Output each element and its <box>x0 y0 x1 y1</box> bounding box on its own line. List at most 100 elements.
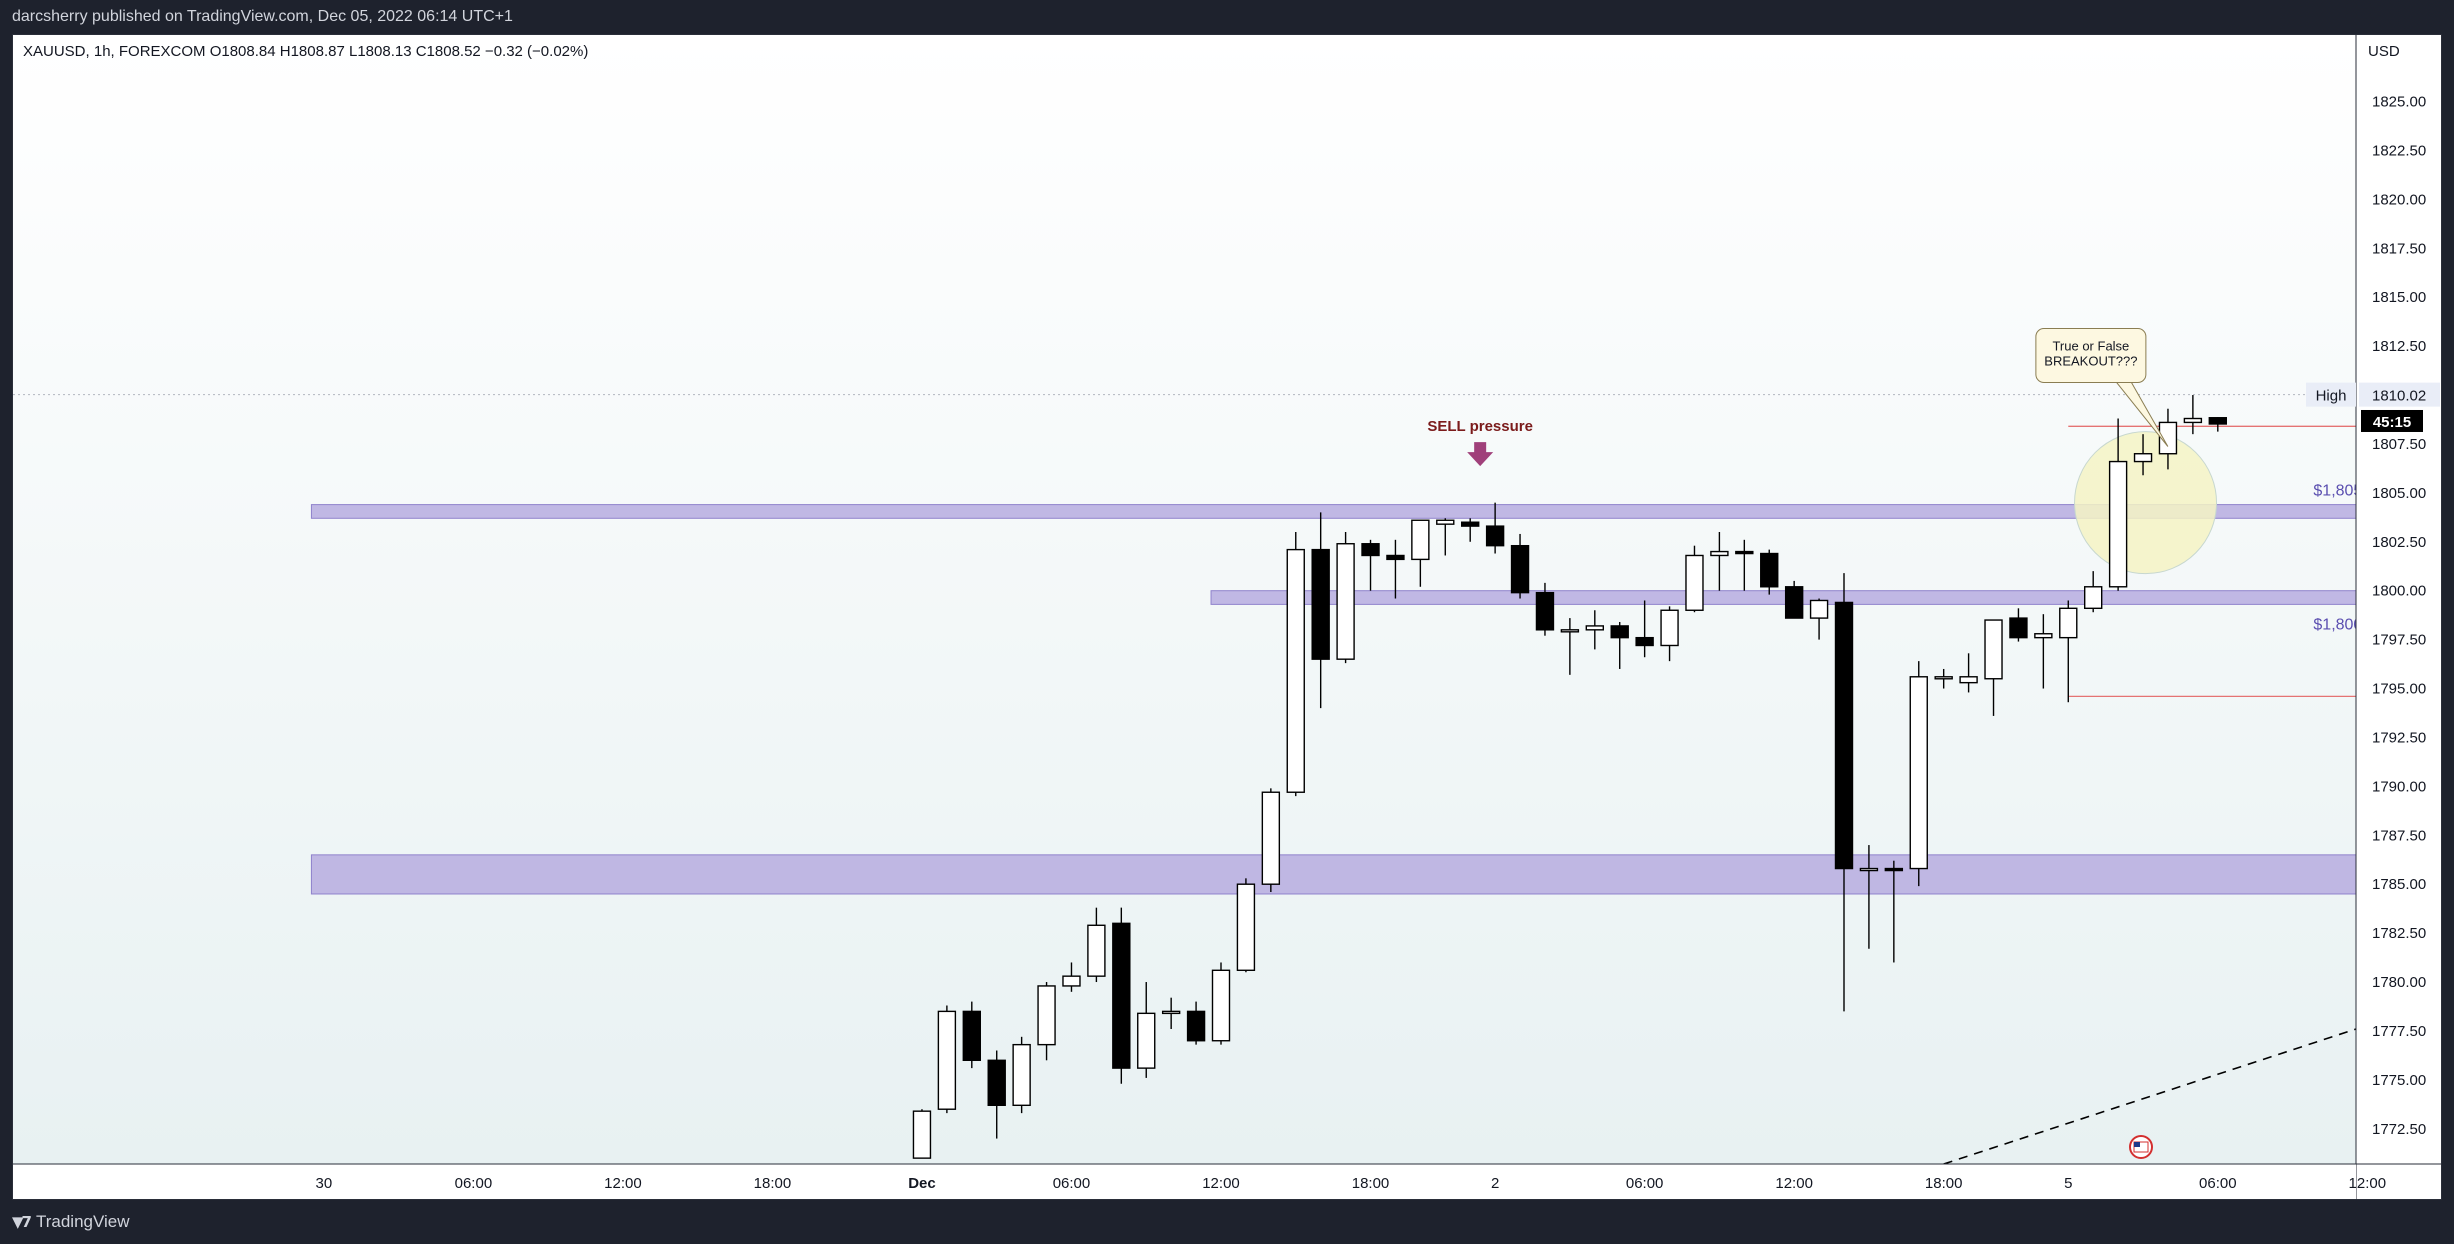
candle-body-bullish <box>1336 543 1355 660</box>
trend-line-dashed <box>1943 1000 2441 1165</box>
tradingview-logo-icon: ▼7 <box>12 1213 32 1231</box>
time-axis-tick: 12:00 <box>1775 1175 1813 1192</box>
price-axis-tick: 1800.00 <box>2372 583 2426 600</box>
candle-body-bullish <box>1161 1010 1181 1015</box>
time-axis-tick: 18:00 <box>1925 1175 1963 1192</box>
candle-body-bullish <box>1037 985 1056 1046</box>
candle-body-bearish <box>2009 617 2028 639</box>
candle-body-bullish <box>912 1110 932 1159</box>
time-axis-tick: 06:00 <box>455 1175 493 1192</box>
candle-body-bearish <box>1112 922 1131 1069</box>
time-axis-tick: 30 <box>316 1175 333 1192</box>
high-price-value: 1810.02 <box>2372 388 2426 405</box>
tradingview-brand[interactable]: ▼7 TradingView <box>12 1212 130 1232</box>
price-axis-tick: 1797.50 <box>2372 632 2426 649</box>
price-axis-tick: 1817.50 <box>2372 240 2426 257</box>
price-axis-tick: 1787.50 <box>2372 827 2426 844</box>
support-resistance-zone <box>310 854 2441 895</box>
candle-body-bearish <box>987 1059 1006 1106</box>
candle-body-bullish <box>1261 791 1281 885</box>
price-axis-tick: 1805.00 <box>2372 485 2426 502</box>
candle-body-bullish <box>1411 519 1430 561</box>
candle-body-bullish <box>1012 1043 1031 1106</box>
candle-body-bullish <box>2108 460 2128 588</box>
sell-pressure-arrow-icon <box>1467 442 1494 467</box>
candle-body-bullish <box>1909 676 1928 870</box>
price-axis-tick: 1812.50 <box>2372 338 2426 355</box>
currency-label: USD <box>2368 43 2400 60</box>
callout-box <box>2035 328 2147 384</box>
tradingview-brand-text: TradingView <box>35 1212 130 1231</box>
chart-frame[interactable]: $1,805$1,800$1,786 level SELL pressureTr… <box>12 34 2442 1200</box>
high-label-box <box>2306 382 2356 407</box>
callout-pointer <box>2115 381 2169 447</box>
time-axis-tick: 18:00 <box>1352 1175 1390 1192</box>
price-axis-tick: 1782.50 <box>2372 925 2426 942</box>
breakout-highlight-circle <box>2074 431 2218 575</box>
candle-body-bullish <box>1585 625 1605 631</box>
price-axis-tick: 1780.00 <box>2372 974 2426 991</box>
callout-text-line1: True or False <box>2052 339 2129 354</box>
candle-body-bullish <box>1560 629 1580 633</box>
candle-body-bullish <box>1710 550 1729 557</box>
price-axis-tick: 1802.50 <box>2372 534 2426 551</box>
symbol-ohlc-line: XAUUSD, 1h, FOREXCOM O1808.84 H1808.87 L… <box>23 43 588 60</box>
candle-body-bearish <box>1485 525 1505 547</box>
candle-body-bullish <box>1436 519 1455 525</box>
time-axis-tick: 12:00 <box>1202 1175 1240 1192</box>
candle-body-bullish <box>1087 924 1106 977</box>
candle-body-bullish <box>1286 548 1305 793</box>
candle-body-bearish <box>1186 1010 1206 1042</box>
candle-body-bearish <box>1610 625 1629 639</box>
time-axis-tick: 06:00 <box>2199 1175 2237 1192</box>
high-label: High <box>2316 388 2347 405</box>
candle-body-bullish <box>1660 609 1679 647</box>
price-axis-tick: 1795.00 <box>2372 681 2426 698</box>
candle-body-bearish <box>1361 543 1380 557</box>
candle-body-bullish <box>1959 676 1978 684</box>
candle-body-bullish <box>1934 676 1953 680</box>
candle-body-bullish <box>1062 975 1081 987</box>
price-axis-tick: 1790.00 <box>2372 778 2426 795</box>
time-axis-tick: 12:00 <box>2349 1175 2387 1192</box>
candle-body-bearish <box>1510 544 1530 594</box>
candle-body-bearish <box>2208 417 2228 425</box>
candle-body-bearish <box>1635 636 1654 647</box>
candle-body-bullish <box>1685 554 1704 611</box>
candle-body-bullish <box>1809 599 1829 619</box>
price-axis-tick: 1825.00 <box>2372 94 2426 111</box>
candle-body-bullish <box>2034 633 2053 639</box>
price-axis-tick: 1775.00 <box>2372 1072 2426 1089</box>
candle-body-bullish <box>2083 586 2103 610</box>
candle-body-bearish <box>1311 548 1330 660</box>
time-axis-tick: 12:00 <box>604 1175 642 1192</box>
candle-body-bearish <box>1834 601 1854 870</box>
time-axis-tick: 2 <box>1491 1175 1499 1192</box>
price-axis-tick: 1820.00 <box>2372 191 2426 208</box>
candle-body-bullish <box>1211 969 1231 1042</box>
price-axis-tick: 1807.50 <box>2372 436 2426 453</box>
candle-body-bullish <box>2133 453 2153 463</box>
price-axis-tick: 1785.00 <box>2372 876 2426 893</box>
candle-body-bearish <box>1760 552 1779 588</box>
footer-bar: ▼7 TradingView <box>0 1200 2454 1244</box>
time-axis-tick: Dec <box>908 1175 936 1192</box>
publisher-bar: darcsherry published on TradingView.com,… <box>0 0 2454 34</box>
price-chart[interactable]: $1,805$1,800$1,786 level SELL pressureTr… <box>13 35 2442 1200</box>
time-axis-tick: 06:00 <box>1053 1175 1091 1192</box>
price-axis-tick: 1772.50 <box>2372 1121 2426 1138</box>
candle-body-bullish <box>2059 607 2078 639</box>
time-axis-tick: 5 <box>2064 1175 2072 1192</box>
high-price-tag <box>2359 382 2440 407</box>
candle-body-bullish <box>2158 421 2178 455</box>
price-axis-tick: 1815.00 <box>2372 289 2426 306</box>
zone-label: $1,805 <box>2313 483 2362 500</box>
time-axis-tick: 06:00 <box>1626 1175 1664 1192</box>
candle-body-bearish <box>1386 554 1405 561</box>
price-axis-background <box>2356 35 2441 1199</box>
countdown-label: 45:15 <box>2373 414 2411 431</box>
candle-body-bearish <box>1460 521 1480 527</box>
callout-text-line2: BREAKOUT??? <box>2044 354 2137 369</box>
candle-body-bullish <box>937 1010 957 1110</box>
us-flag-canton <box>2134 1142 2140 1147</box>
